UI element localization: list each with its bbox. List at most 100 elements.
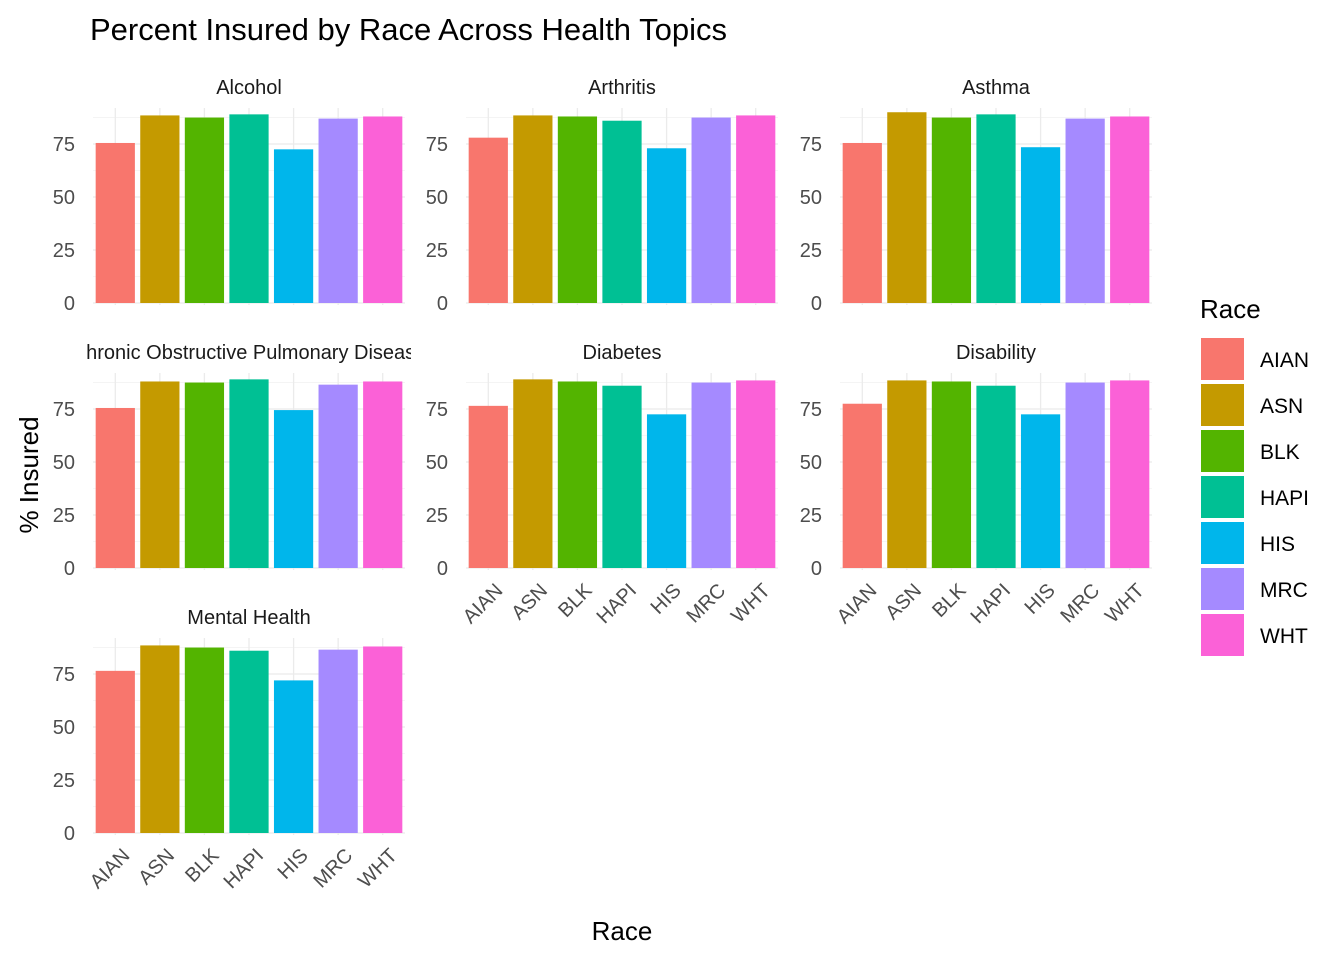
bar bbox=[976, 385, 1016, 568]
legend-key bbox=[1201, 568, 1244, 610]
y-tick-label: 75 bbox=[53, 399, 75, 421]
bar bbox=[1020, 414, 1061, 568]
x-tick-label: BLK bbox=[928, 579, 971, 622]
y-tick-label: 50 bbox=[426, 452, 448, 474]
legend-label: BLK bbox=[1260, 441, 1300, 464]
legend-key bbox=[1201, 384, 1244, 426]
legend-label: ASN bbox=[1260, 395, 1303, 418]
y-tick-label: 75 bbox=[53, 664, 75, 686]
bar bbox=[140, 381, 180, 568]
facet-label: Alcohol bbox=[216, 77, 282, 99]
y-tick-label: 75 bbox=[426, 134, 448, 156]
facet-panel: Arthritis 0 25 50 75 bbox=[426, 77, 778, 315]
x-tick-label: ASN bbox=[134, 845, 179, 890]
bar bbox=[318, 384, 358, 568]
bar bbox=[140, 115, 180, 303]
y-tick-label: 0 bbox=[811, 558, 822, 580]
y-tick-label: 0 bbox=[437, 558, 448, 580]
facet-label: Diabetes bbox=[583, 342, 662, 364]
bar bbox=[184, 647, 225, 833]
bar bbox=[1110, 380, 1150, 568]
facet-panel: Chronic Obstructive Pulmonary Disease 0 25… bbox=[53, 342, 427, 580]
legend-label: HIS bbox=[1260, 533, 1295, 556]
legend-title: Race bbox=[1200, 294, 1261, 324]
y-tick-label: 0 bbox=[64, 293, 75, 315]
y-tick-label: 50 bbox=[53, 717, 75, 739]
x-tick-label: WHT bbox=[727, 580, 775, 628]
bar bbox=[273, 149, 314, 303]
x-tick-label: MRC bbox=[683, 580, 731, 628]
y-tick-label: 75 bbox=[53, 134, 75, 156]
x-tick-label: HAPI bbox=[967, 580, 1016, 629]
bar bbox=[1065, 382, 1105, 568]
x-tick-label: AIAN bbox=[86, 845, 135, 894]
bar bbox=[184, 382, 225, 568]
legend-key bbox=[1201, 430, 1244, 472]
legend-label: HAPI bbox=[1260, 487, 1309, 510]
bar bbox=[229, 650, 269, 833]
bar bbox=[95, 142, 135, 303]
bar bbox=[229, 379, 269, 568]
bar bbox=[691, 117, 731, 303]
bar bbox=[273, 680, 314, 833]
y-tick-label: 50 bbox=[800, 452, 822, 474]
bar bbox=[468, 137, 508, 303]
y-tick-label: 25 bbox=[426, 505, 448, 527]
y-tick-label: 0 bbox=[437, 293, 448, 315]
bar bbox=[95, 670, 135, 833]
bar bbox=[887, 380, 927, 568]
bar bbox=[513, 379, 553, 568]
bar bbox=[95, 407, 135, 568]
facet-panels: Alcohol 0 25 50 75 Arthritis 0 25 50 75 Asthma 0 25 5… bbox=[53, 77, 1152, 893]
y-axis-title: % Insured bbox=[14, 416, 44, 533]
x-tick-label: AIAN bbox=[459, 580, 508, 629]
bar bbox=[842, 142, 882, 303]
bar bbox=[557, 116, 598, 303]
bar bbox=[602, 385, 642, 568]
y-tick-label: 75 bbox=[800, 134, 822, 156]
bar bbox=[842, 403, 882, 568]
bar bbox=[318, 649, 358, 833]
facet-panel: Alcohol 0 25 50 75 bbox=[53, 77, 405, 315]
bar bbox=[646, 148, 687, 303]
y-tick-label: 0 bbox=[811, 293, 822, 315]
y-tick-label: 50 bbox=[426, 187, 448, 209]
x-tick-label: BLK bbox=[181, 844, 224, 887]
legend-label: MRC bbox=[1260, 579, 1308, 602]
bar bbox=[931, 381, 972, 568]
x-axis-title: Race bbox=[592, 916, 653, 946]
bar bbox=[557, 381, 598, 568]
y-tick-label: 25 bbox=[800, 505, 822, 527]
facet-label: Asthma bbox=[962, 77, 1031, 99]
bar bbox=[1020, 147, 1061, 303]
bar bbox=[273, 410, 314, 568]
bar bbox=[513, 115, 553, 303]
y-tick-label: 0 bbox=[64, 558, 75, 580]
bar bbox=[140, 645, 180, 833]
bar bbox=[736, 380, 776, 568]
bar bbox=[691, 382, 731, 568]
y-tick-label: 0 bbox=[64, 823, 75, 845]
bar bbox=[468, 405, 508, 568]
y-tick-label: 50 bbox=[53, 187, 75, 209]
chart-title: Percent Insured by Race Across Health To… bbox=[90, 12, 727, 47]
x-tick-label: HAPI bbox=[220, 845, 269, 894]
x-tick-label: MRC bbox=[1057, 580, 1105, 628]
legend-label: AIAN bbox=[1260, 349, 1309, 372]
bar bbox=[184, 117, 225, 303]
bar bbox=[646, 414, 687, 568]
bar bbox=[887, 112, 927, 303]
bar bbox=[363, 116, 403, 303]
y-tick-label: 25 bbox=[53, 240, 75, 262]
legend-key bbox=[1201, 476, 1244, 518]
x-tick-label: HAPI bbox=[593, 580, 642, 629]
x-tick-label: WHT bbox=[1101, 580, 1149, 628]
x-tick-label: HIS bbox=[1021, 580, 1060, 619]
facet-label: Chronic Obstructive Pulmonary Disease bbox=[72, 342, 427, 364]
bar bbox=[229, 114, 269, 303]
y-tick-label: 25 bbox=[800, 240, 822, 262]
bar bbox=[736, 115, 776, 303]
